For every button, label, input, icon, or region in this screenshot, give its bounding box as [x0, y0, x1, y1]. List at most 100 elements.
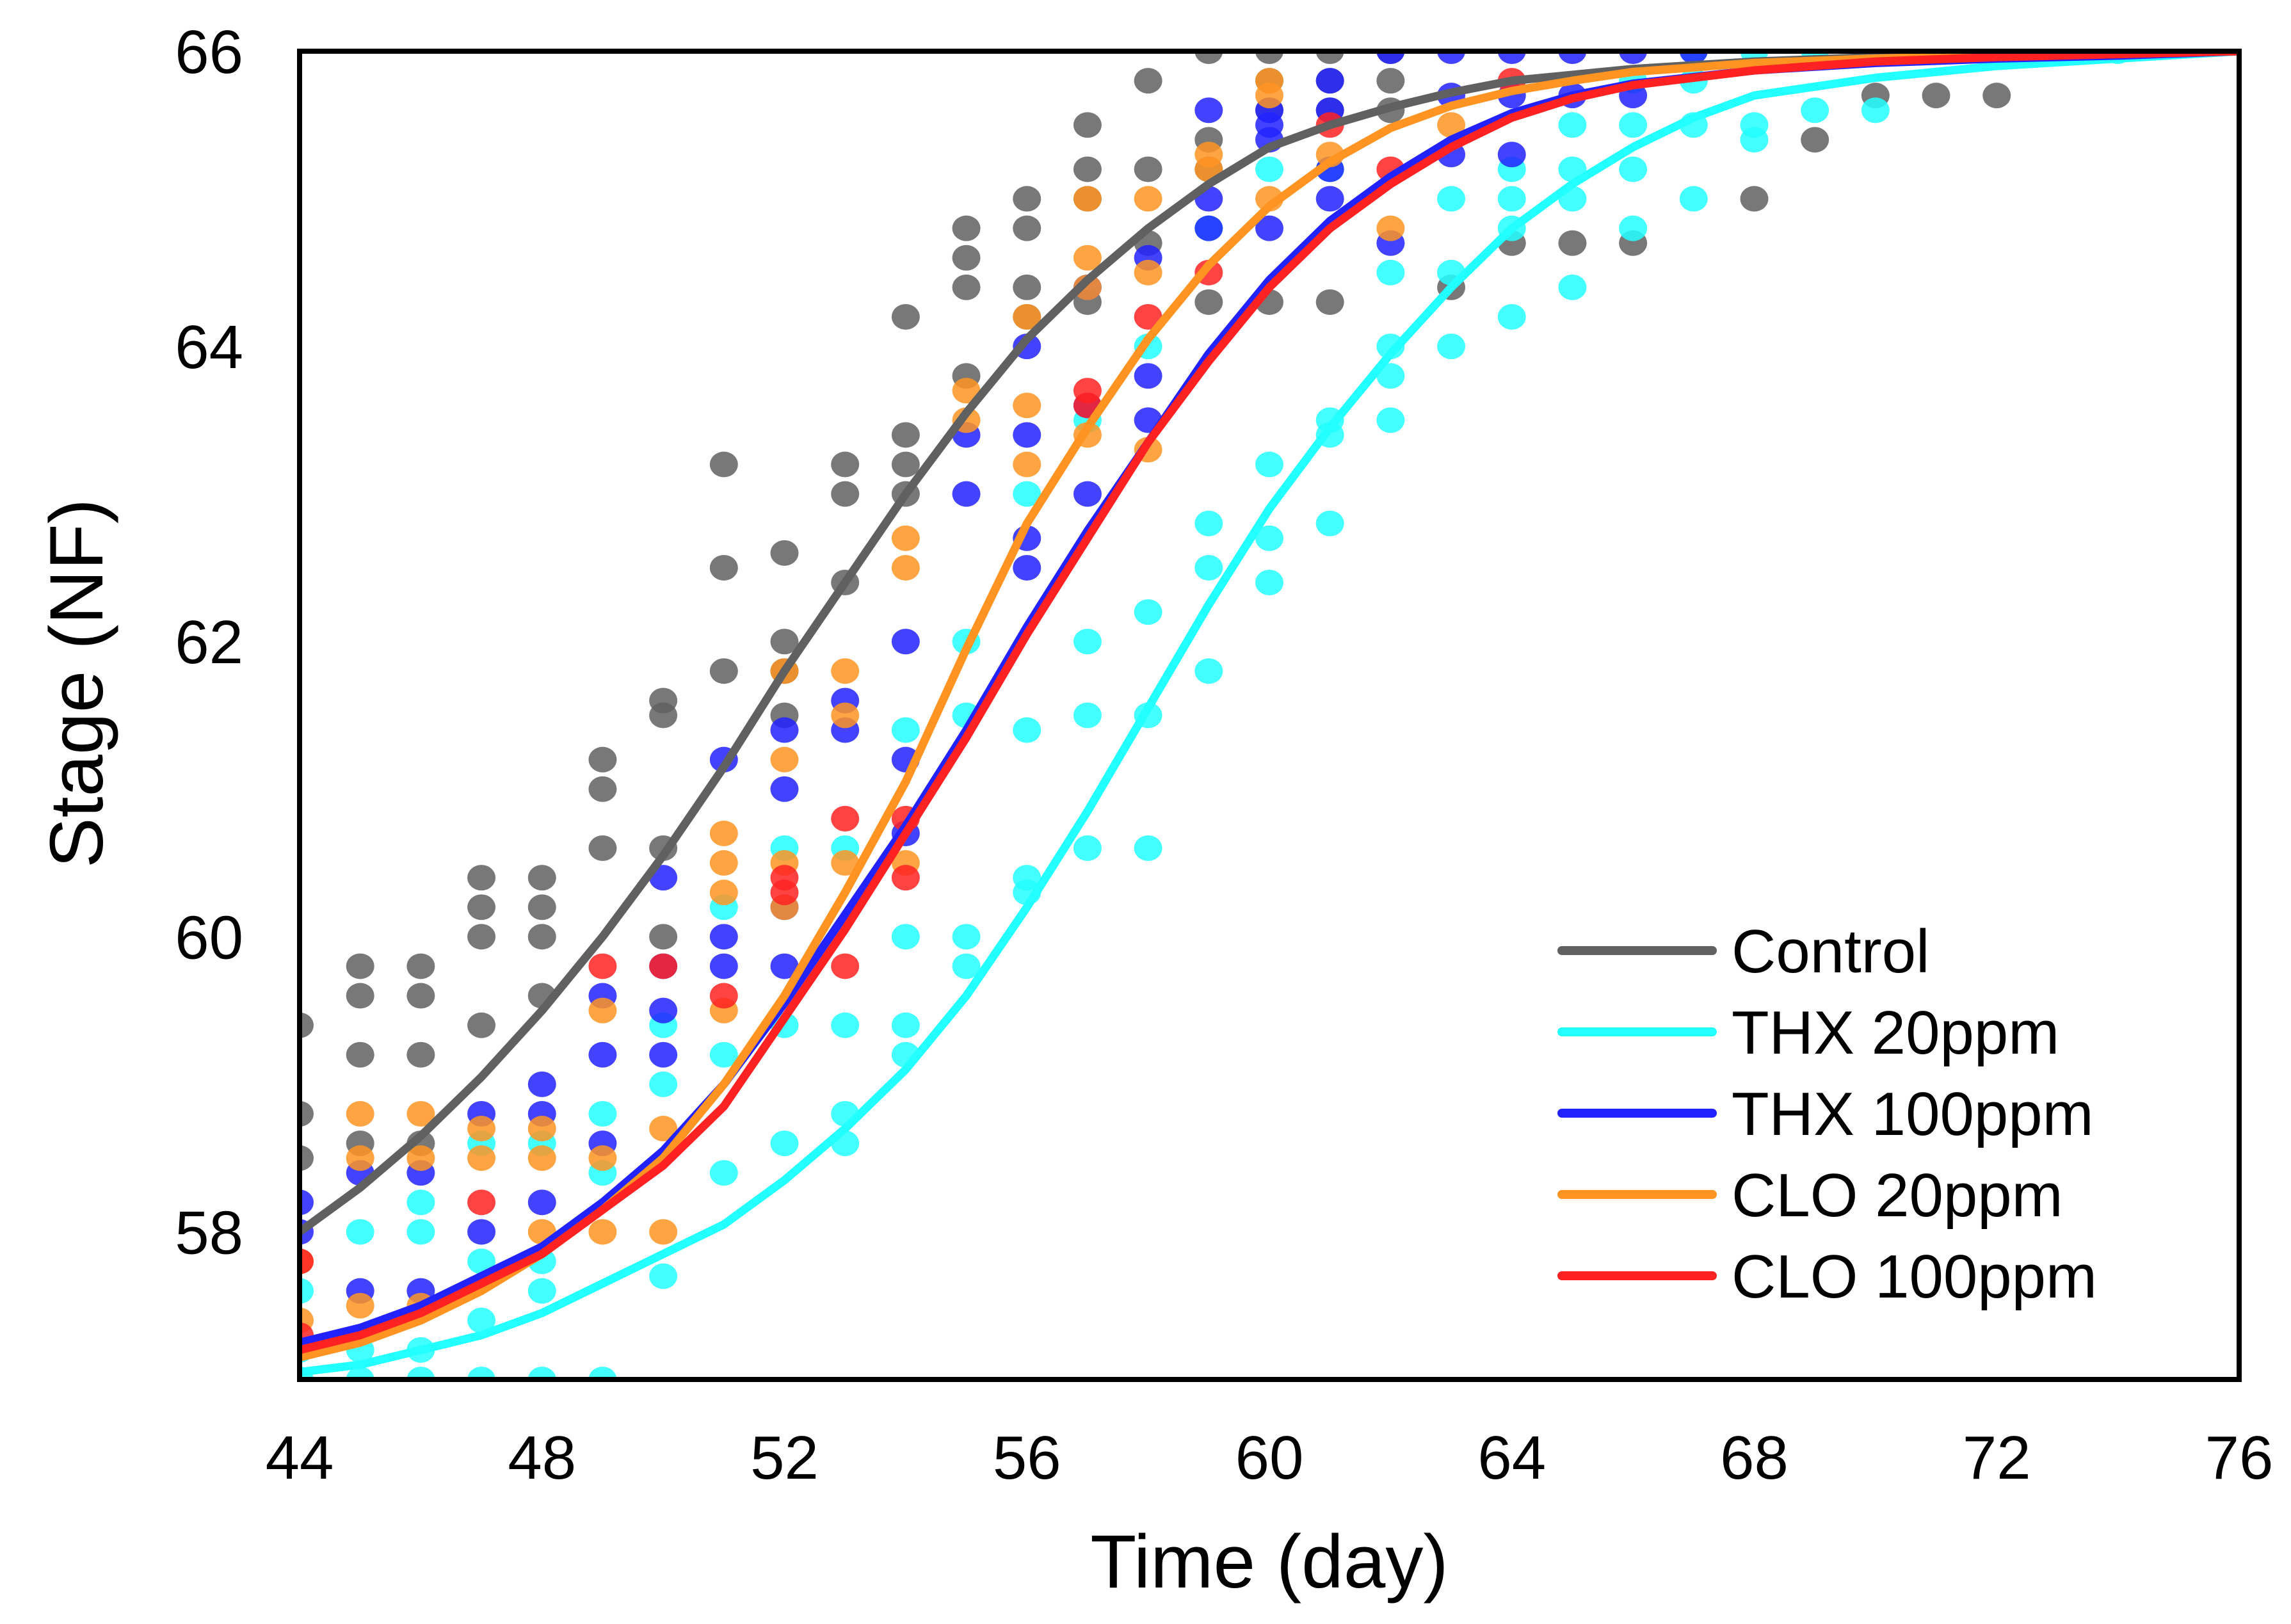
data-point-control — [709, 451, 738, 478]
data-point-thx-20ppm — [467, 1367, 496, 1379]
data-point-control — [770, 629, 799, 655]
data-point-control — [1194, 289, 1223, 315]
data-point-clo-20ppm — [709, 880, 738, 906]
data-point-thx-100ppm — [952, 481, 981, 507]
data-point-thx-20ppm — [649, 1263, 678, 1289]
data-point-thx-20ppm — [1194, 554, 1223, 581]
data-point-thx-100ppm — [1013, 422, 1041, 448]
data-point-control — [588, 746, 617, 773]
data-point-thx-20ppm — [1073, 702, 1102, 728]
data-point-clo-20ppm — [1013, 304, 1041, 330]
data-point-thx-20ppm — [346, 1367, 374, 1379]
data-point-control — [1013, 215, 1041, 241]
data-point-thx-100ppm — [1497, 141, 1526, 168]
data-point-thx-20ppm — [588, 1101, 617, 1127]
data-point-clo-20ppm — [831, 850, 860, 876]
data-point-clo-100ppm — [300, 1248, 314, 1274]
data-point-clo-20ppm — [891, 554, 920, 581]
data-point-control — [1315, 51, 1344, 64]
x-tick-label: 72 — [1963, 1424, 2031, 1492]
data-point-thx-20ppm — [1497, 304, 1526, 330]
data-point-clo-20ppm — [588, 1219, 617, 1245]
data-point-control — [709, 554, 738, 581]
data-point-thx-20ppm — [1619, 156, 1648, 182]
data-point-thx-20ppm — [709, 1041, 738, 1068]
data-point-clo-20ppm — [1437, 112, 1466, 138]
fit-lines-layer — [300, 51, 2239, 1376]
data-point-control — [831, 451, 860, 478]
data-point-thx-20ppm — [891, 1012, 920, 1038]
data-point-control — [467, 1012, 496, 1038]
data-point-clo-100ppm — [467, 1189, 496, 1216]
legend-item-control: Control — [1557, 917, 1929, 986]
data-point-thx-20ppm — [406, 1219, 435, 1245]
data-point-control — [1013, 274, 1041, 300]
data-point-control — [406, 983, 435, 1009]
data-point-control — [891, 422, 920, 448]
data-point-clo-20ppm — [952, 378, 981, 404]
data-point-control — [1134, 68, 1162, 94]
data-point-thx-20ppm — [1073, 835, 1102, 861]
data-point-thx-100ppm — [527, 1071, 556, 1097]
data-point-clo-100ppm — [831, 805, 860, 832]
y-axis-title: Stage (NF) — [35, 499, 119, 868]
data-point-control — [346, 1041, 374, 1068]
legend-label: CLO 20ppm — [1732, 1161, 2063, 1230]
x-tick-label: 76 — [2205, 1424, 2274, 1492]
legend-label: Control — [1732, 917, 1929, 986]
data-point-control — [588, 776, 617, 802]
data-point-control — [1740, 186, 1769, 212]
legend-label: CLO 100ppm — [1732, 1242, 2097, 1311]
data-point-thx-20ppm — [1073, 629, 1102, 655]
legend-item-thx-20ppm: THX 20ppm — [1557, 999, 2059, 1067]
data-point-clo-20ppm — [1073, 186, 1102, 212]
legend: Control THX 20ppm THX 100ppm CLO 20ppm CLO 1… — [1557, 917, 2097, 1311]
data-point-clo-20ppm — [406, 1145, 435, 1171]
fit-line-clo-100ppm — [300, 51, 2239, 1355]
data-point-clo-20ppm — [588, 1145, 617, 1171]
data-point-thx-100ppm — [1134, 363, 1162, 389]
y-tick-label: 62 — [175, 608, 243, 677]
data-point-thx-20ppm — [952, 953, 981, 979]
data-point-control — [300, 1012, 314, 1038]
data-point-clo-20ppm — [1073, 245, 1102, 271]
data-point-clo-100ppm — [649, 953, 678, 979]
y-tick-label: 66 — [175, 18, 243, 86]
data-point-control — [891, 451, 920, 478]
data-point-control — [1255, 51, 1283, 64]
data-point-control — [952, 274, 981, 300]
data-point-clo-20ppm — [1134, 259, 1162, 285]
data-point-thx-100ppm — [1073, 481, 1102, 507]
data-point-clo-20ppm — [770, 746, 799, 773]
data-point-clo-20ppm — [588, 997, 617, 1024]
data-point-control — [649, 924, 678, 950]
data-point-thx-20ppm — [770, 1130, 799, 1157]
data-point-clo-20ppm — [649, 1219, 678, 1245]
legend-label: THX 20ppm — [1732, 999, 2059, 1067]
data-point-thx-20ppm — [1194, 658, 1223, 684]
data-point-thx-20ppm — [527, 1278, 556, 1304]
data-point-thx-20ppm — [1134, 835, 1162, 861]
data-point-thx-20ppm — [588, 1367, 617, 1379]
y-tick-label: 64 — [175, 313, 243, 382]
data-point-control — [1194, 51, 1223, 64]
data-point-control — [467, 924, 496, 950]
data-point-thx-20ppm — [1619, 112, 1648, 138]
data-point-clo-20ppm — [467, 1145, 496, 1171]
data-point-clo-20ppm — [406, 1101, 435, 1127]
x-tick-label: 48 — [508, 1424, 576, 1492]
data-point-thx-100ppm — [770, 953, 799, 979]
data-point-clo-20ppm — [709, 850, 738, 876]
data-point-thx-20ppm — [1013, 717, 1041, 743]
data-point-thx-100ppm — [1497, 51, 1526, 64]
data-point-control — [1134, 156, 1162, 182]
data-point-thx-20ppm — [1861, 97, 1890, 124]
data-point-thx-20ppm — [406, 1189, 435, 1216]
data-point-control — [952, 245, 981, 271]
data-point-thx-100ppm — [527, 1189, 556, 1216]
data-point-thx-100ppm — [1194, 97, 1223, 124]
x-tick-label: 56 — [993, 1424, 1061, 1492]
data-point-thx-100ppm — [1376, 51, 1405, 64]
data-point-control — [1315, 289, 1344, 315]
data-point-thx-20ppm — [1376, 363, 1405, 389]
